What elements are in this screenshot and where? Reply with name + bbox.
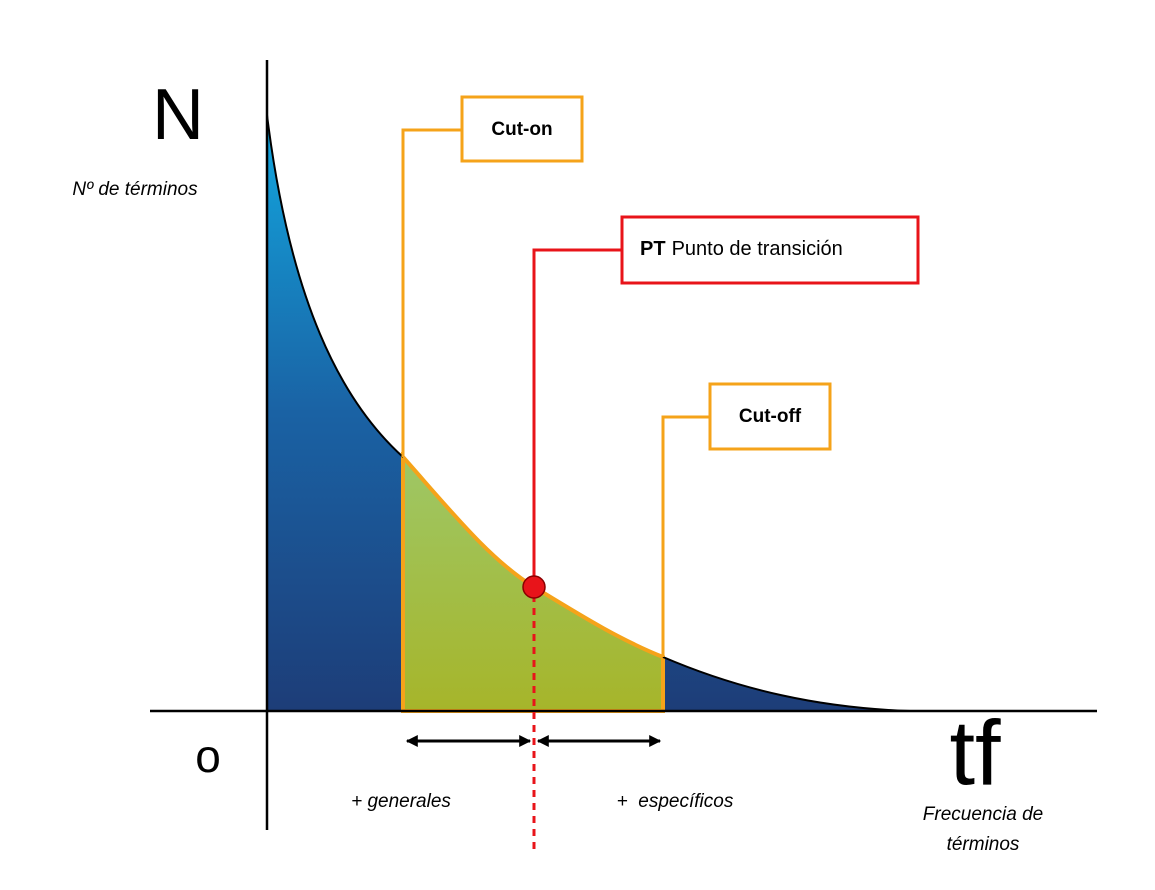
x-axis-symbol: tf: [949, 702, 1001, 804]
y-axis-label: Nº de términos: [72, 179, 198, 200]
curve: [266, 114, 911, 712]
cut-off-box: [708, 382, 832, 451]
pt-abbr: PT: [640, 238, 666, 260]
pt-dot: [522, 575, 546, 599]
cut-off-leader: [661, 415, 710, 657]
pt-box: [620, 215, 920, 285]
cut-off-label: Cut-off: [739, 406, 802, 427]
right-range-label: + específicos: [617, 791, 734, 812]
cut-on-leader: [401, 128, 462, 457]
pt-text: Punto de transición: [672, 238, 843, 260]
y-axis-symbol: N: [152, 75, 204, 155]
pt-label: PT Punto de transición: [640, 238, 843, 260]
pt-leader: [532, 248, 622, 587]
cut-on-label: Cut-on: [491, 119, 552, 140]
x-axis-label: términos: [947, 834, 1020, 855]
x-axis-label: Frecuencia de: [923, 804, 1043, 825]
cut-on-box: [460, 95, 584, 163]
origin-label: o: [195, 730, 221, 782]
left-range-label: + generales: [351, 791, 451, 812]
